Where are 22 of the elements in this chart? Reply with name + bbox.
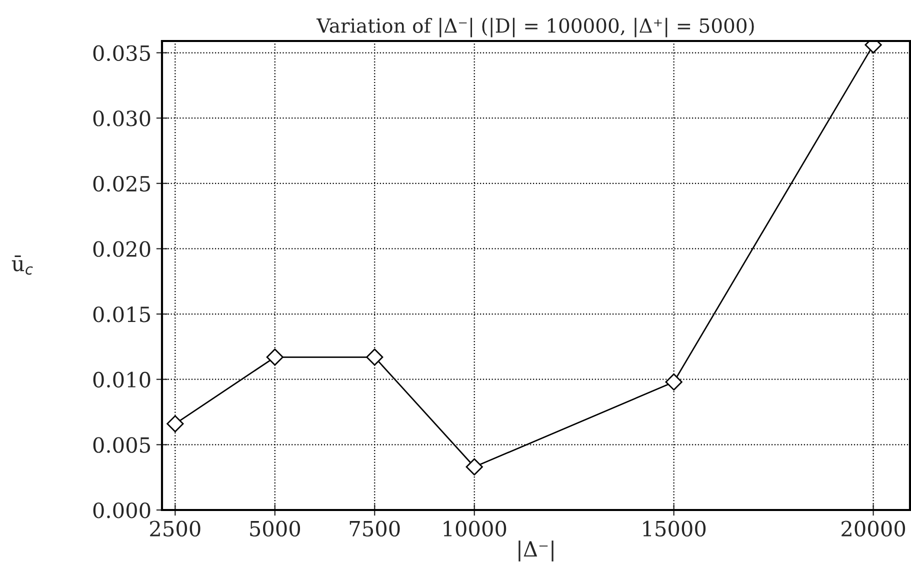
y-tick-label: 0.015 <box>93 306 150 322</box>
y-tick-label: 0.010 <box>93 372 150 388</box>
chart-title: Variation of |Δ⁻| (|D| = 100000, |Δ⁺| = 5000) <box>316 18 754 38</box>
x-tick-label: 7500 <box>350 520 400 537</box>
y-tick-label: 0.035 <box>93 45 150 61</box>
point <box>665 373 682 391</box>
x-tick-label: 15000 <box>643 520 706 537</box>
y-tick-label: 0.030 <box>93 110 150 126</box>
x-tick-label: 2500 <box>150 520 200 537</box>
point <box>466 458 483 476</box>
x-tick-label: 5000 <box>250 520 300 537</box>
point <box>166 415 184 432</box>
x-axis-title: |Δ⁻| <box>518 540 554 562</box>
y-tick-label: 0.000 <box>93 502 150 518</box>
y-tick-label: 0.005 <box>93 437 150 453</box>
point <box>366 348 384 366</box>
y-tick-label: 0.025 <box>93 176 150 192</box>
x-tick-label: 10000 <box>444 520 506 537</box>
y-axis-title: ū$_{c}$ <box>12 256 33 275</box>
x-tick-label: 20000 <box>842 520 906 537</box>
point <box>266 348 284 366</box>
y-tick-label: 0.020 <box>93 241 150 257</box>
